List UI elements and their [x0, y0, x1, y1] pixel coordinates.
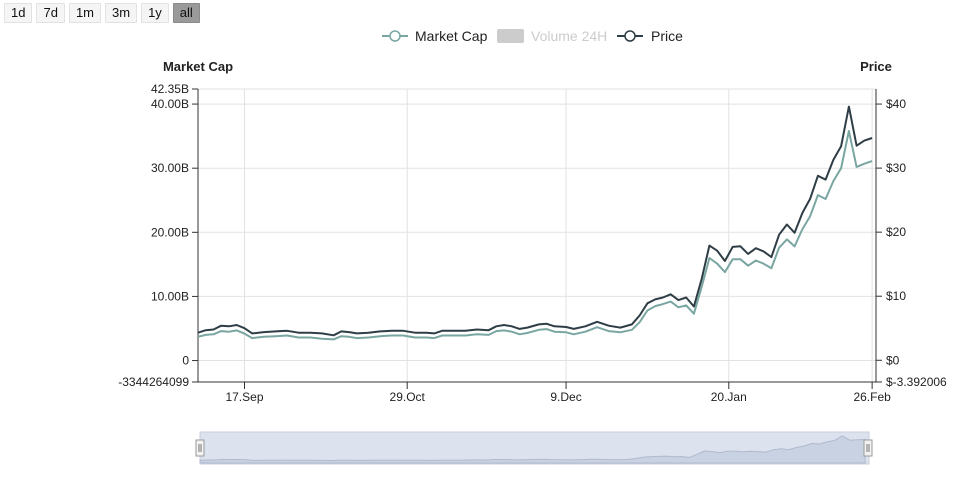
right-axis-title: Price [860, 59, 892, 74]
legend-marker-market-cap [389, 30, 401, 42]
y-left-tick-label: 0 [182, 354, 189, 368]
range-selector: 1d 7d 1m 3m 1y all [4, 3, 200, 23]
y-right-tick-label: $20 [886, 225, 906, 239]
series-line-price [197, 105, 873, 337]
x-tick-label: 29.Oct [390, 390, 426, 404]
left-axis-title: Market Cap [163, 59, 233, 74]
range-button-1m[interactable]: 1m [68, 3, 101, 23]
legend-label-volume-24h: Volume 24H [531, 28, 607, 44]
legend-label-market-cap: Market Cap [415, 28, 488, 44]
chart-series [197, 105, 873, 341]
x-tick-label: 20.Jan [711, 390, 747, 404]
navigator-handle-left[interactable] [195, 439, 205, 457]
legend-label-price: Price [651, 28, 683, 44]
y-right-tick-label: $40 [886, 97, 906, 111]
y-left-tick-label: 30.00B [151, 161, 189, 175]
navigator-series [199, 435, 866, 464]
x-tick-label: 9.Dec [550, 390, 581, 404]
legend-item-volume-24h[interactable]: Volume 24H [497, 28, 607, 44]
series-line-market-cap [197, 130, 873, 341]
range-button-7d[interactable]: 7d [36, 3, 65, 23]
range-button-1d[interactable]: 1d [4, 3, 33, 23]
y-left-tick-label: -3344264099 [118, 375, 189, 389]
range-button-all[interactable]: all [172, 3, 200, 23]
range-button-3m[interactable]: 3m [105, 3, 138, 23]
y-right-tick-label: $10 [886, 289, 906, 303]
navigator[interactable] [195, 431, 873, 465]
legend-item-market-cap[interactable]: Market Cap [382, 28, 488, 44]
y-right-tick-label: $-3.392006 [886, 375, 947, 389]
legend-marker-price [624, 30, 636, 42]
y-left-tick-label: 20.00B [151, 225, 189, 239]
y-left-tick-label: 40.00B [151, 97, 189, 111]
legend-item-price[interactable]: Price [617, 28, 683, 44]
x-tick-label: 17.Sep [225, 390, 263, 404]
navigator-handle-right[interactable] [863, 439, 873, 457]
legend-marker-volume-24h [497, 29, 524, 43]
range-button-1y[interactable]: 1y [141, 3, 169, 23]
y-right-tick-label: $30 [886, 161, 906, 175]
y-left-tick-label: 42.35B [151, 82, 189, 96]
y-left-tick-label: 10.00B [151, 289, 189, 303]
y-right-tick-label: $0 [886, 353, 900, 367]
chart-legend: Market Cap Volume 24H Price [382, 28, 683, 44]
x-tick-label: 26.Feb [853, 390, 891, 404]
